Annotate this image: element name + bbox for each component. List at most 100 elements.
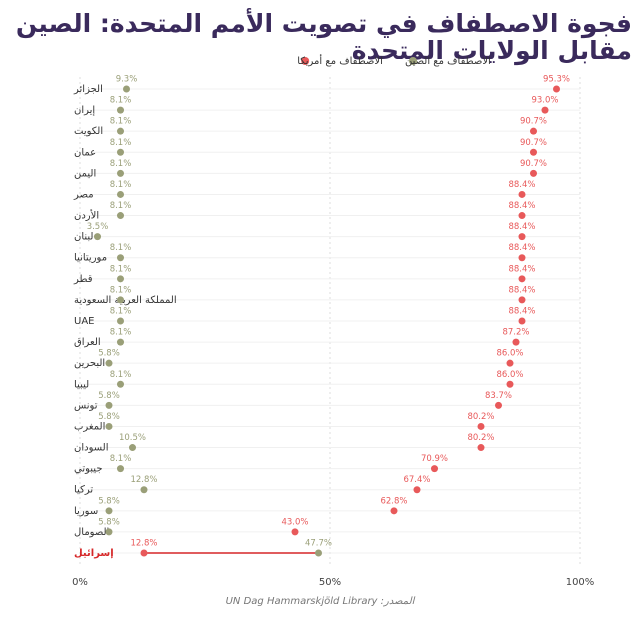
value-label: 87.2% [502, 328, 529, 338]
value-label: 88.4% [508, 307, 535, 317]
value-label: 88.4% [508, 243, 535, 253]
y-tick-label: جيبوتي [74, 464, 103, 475]
value-label: 62.8% [380, 496, 407, 506]
value-label: 8.1% [110, 264, 132, 274]
value-label: 88.4% [508, 285, 535, 295]
legend-label: الاصطفاف مع الصين [405, 56, 491, 67]
y-tick-label: سوريا [74, 506, 98, 517]
chart-title: فجوة الاصطفاف في تصويت الأمم المتحدة: ال… [15, 9, 632, 65]
value-label: 8.1% [110, 180, 132, 190]
value-label: 88.4% [508, 222, 535, 232]
dot [390, 507, 398, 515]
dot [129, 444, 136, 452]
dot [140, 486, 148, 494]
value-label: 90.7% [520, 117, 547, 127]
value-label: 8.1% [110, 243, 132, 253]
value-label: 88.4% [508, 180, 535, 190]
dot [506, 359, 514, 367]
dot [477, 422, 485, 430]
dot [518, 296, 526, 304]
value-label: 5.8% [98, 391, 120, 401]
dot [117, 317, 124, 325]
dot [94, 233, 101, 241]
dot [495, 401, 502, 409]
value-label: 80.2% [467, 433, 494, 443]
dot [413, 486, 421, 494]
dot [477, 444, 485, 452]
dot [105, 422, 113, 430]
dot [541, 106, 549, 114]
value-label: 70.9% [421, 454, 448, 464]
y-tick-label: الصومال [74, 527, 109, 538]
value-label: 5.8% [98, 412, 120, 422]
dot [117, 127, 124, 135]
value-label: 90.7% [520, 138, 547, 148]
value-label: 8.1% [110, 370, 132, 380]
value-label: 8.1% [110, 328, 132, 338]
dot [553, 85, 560, 93]
dot [117, 338, 124, 346]
y-tick-label: تركيا [74, 485, 93, 496]
y-tick-label: تونس [74, 400, 98, 411]
dot [518, 233, 526, 241]
dot [530, 148, 537, 156]
dot [512, 338, 520, 346]
value-label: 43.0% [281, 517, 308, 527]
dot [105, 401, 113, 409]
dot [431, 465, 438, 473]
value-label: 47.7% [305, 539, 332, 549]
y-tick-label: إسرائيل [74, 548, 114, 559]
value-label: 8.1% [110, 201, 132, 211]
dot [117, 275, 124, 283]
value-label: 8.1% [110, 159, 132, 169]
dot [315, 549, 322, 557]
value-label: 9.3% [116, 75, 138, 85]
value-label: 10.5% [119, 433, 146, 443]
dot [123, 85, 130, 93]
x-tick-label: 0% [72, 577, 88, 588]
x-tick-label: 50% [319, 577, 341, 588]
dot [117, 106, 124, 114]
value-label: 90.7% [520, 159, 547, 169]
dot [518, 190, 526, 198]
y-tick-label: اليمن [74, 168, 96, 179]
dot [518, 212, 526, 220]
dot [518, 317, 526, 325]
y-tick-label: موريتانيا [74, 253, 107, 264]
x-tick-label: 100% [566, 577, 595, 588]
legend-label: الاصطفاف مع أمريكا [297, 54, 383, 67]
dot [105, 359, 113, 367]
y-tick-label: الكويت [74, 126, 103, 137]
value-label: 83.7% [485, 391, 512, 401]
value-label: 8.1% [110, 454, 132, 464]
value-label: 8.1% [110, 307, 132, 317]
value-label: 12.8% [130, 475, 157, 485]
dot [117, 148, 124, 156]
value-label: 3.5% [87, 222, 109, 232]
legend-marker [301, 57, 310, 65]
dot [117, 212, 124, 220]
value-label: 93.0% [531, 96, 558, 106]
dot [117, 465, 124, 473]
y-tick-label: السودان [74, 443, 109, 454]
y-tick-label: مصر [73, 189, 94, 200]
value-label: 86.0% [496, 370, 523, 380]
y-tick-label: لبنان [74, 232, 93, 243]
value-label: 67.4% [403, 475, 430, 485]
value-label: 88.4% [508, 201, 535, 211]
y-tick-label: الأردن [74, 209, 99, 222]
source-note: المصدر: UN Dag Hammarskjöld Library [225, 596, 415, 607]
y-tick-label: العراق [74, 337, 101, 348]
y-tick-label: إيران [74, 105, 95, 116]
value-label: 80.2% [467, 412, 494, 422]
value-label: 5.8% [98, 349, 120, 359]
value-label: 8.1% [110, 138, 132, 148]
y-tick-label: المملكة العربية السعودية [74, 295, 177, 306]
value-label: 5.8% [98, 496, 120, 506]
dot [105, 507, 113, 515]
y-tick-label: UAE [74, 316, 94, 327]
y-tick-label: قطر [73, 274, 93, 285]
dot [530, 169, 537, 177]
